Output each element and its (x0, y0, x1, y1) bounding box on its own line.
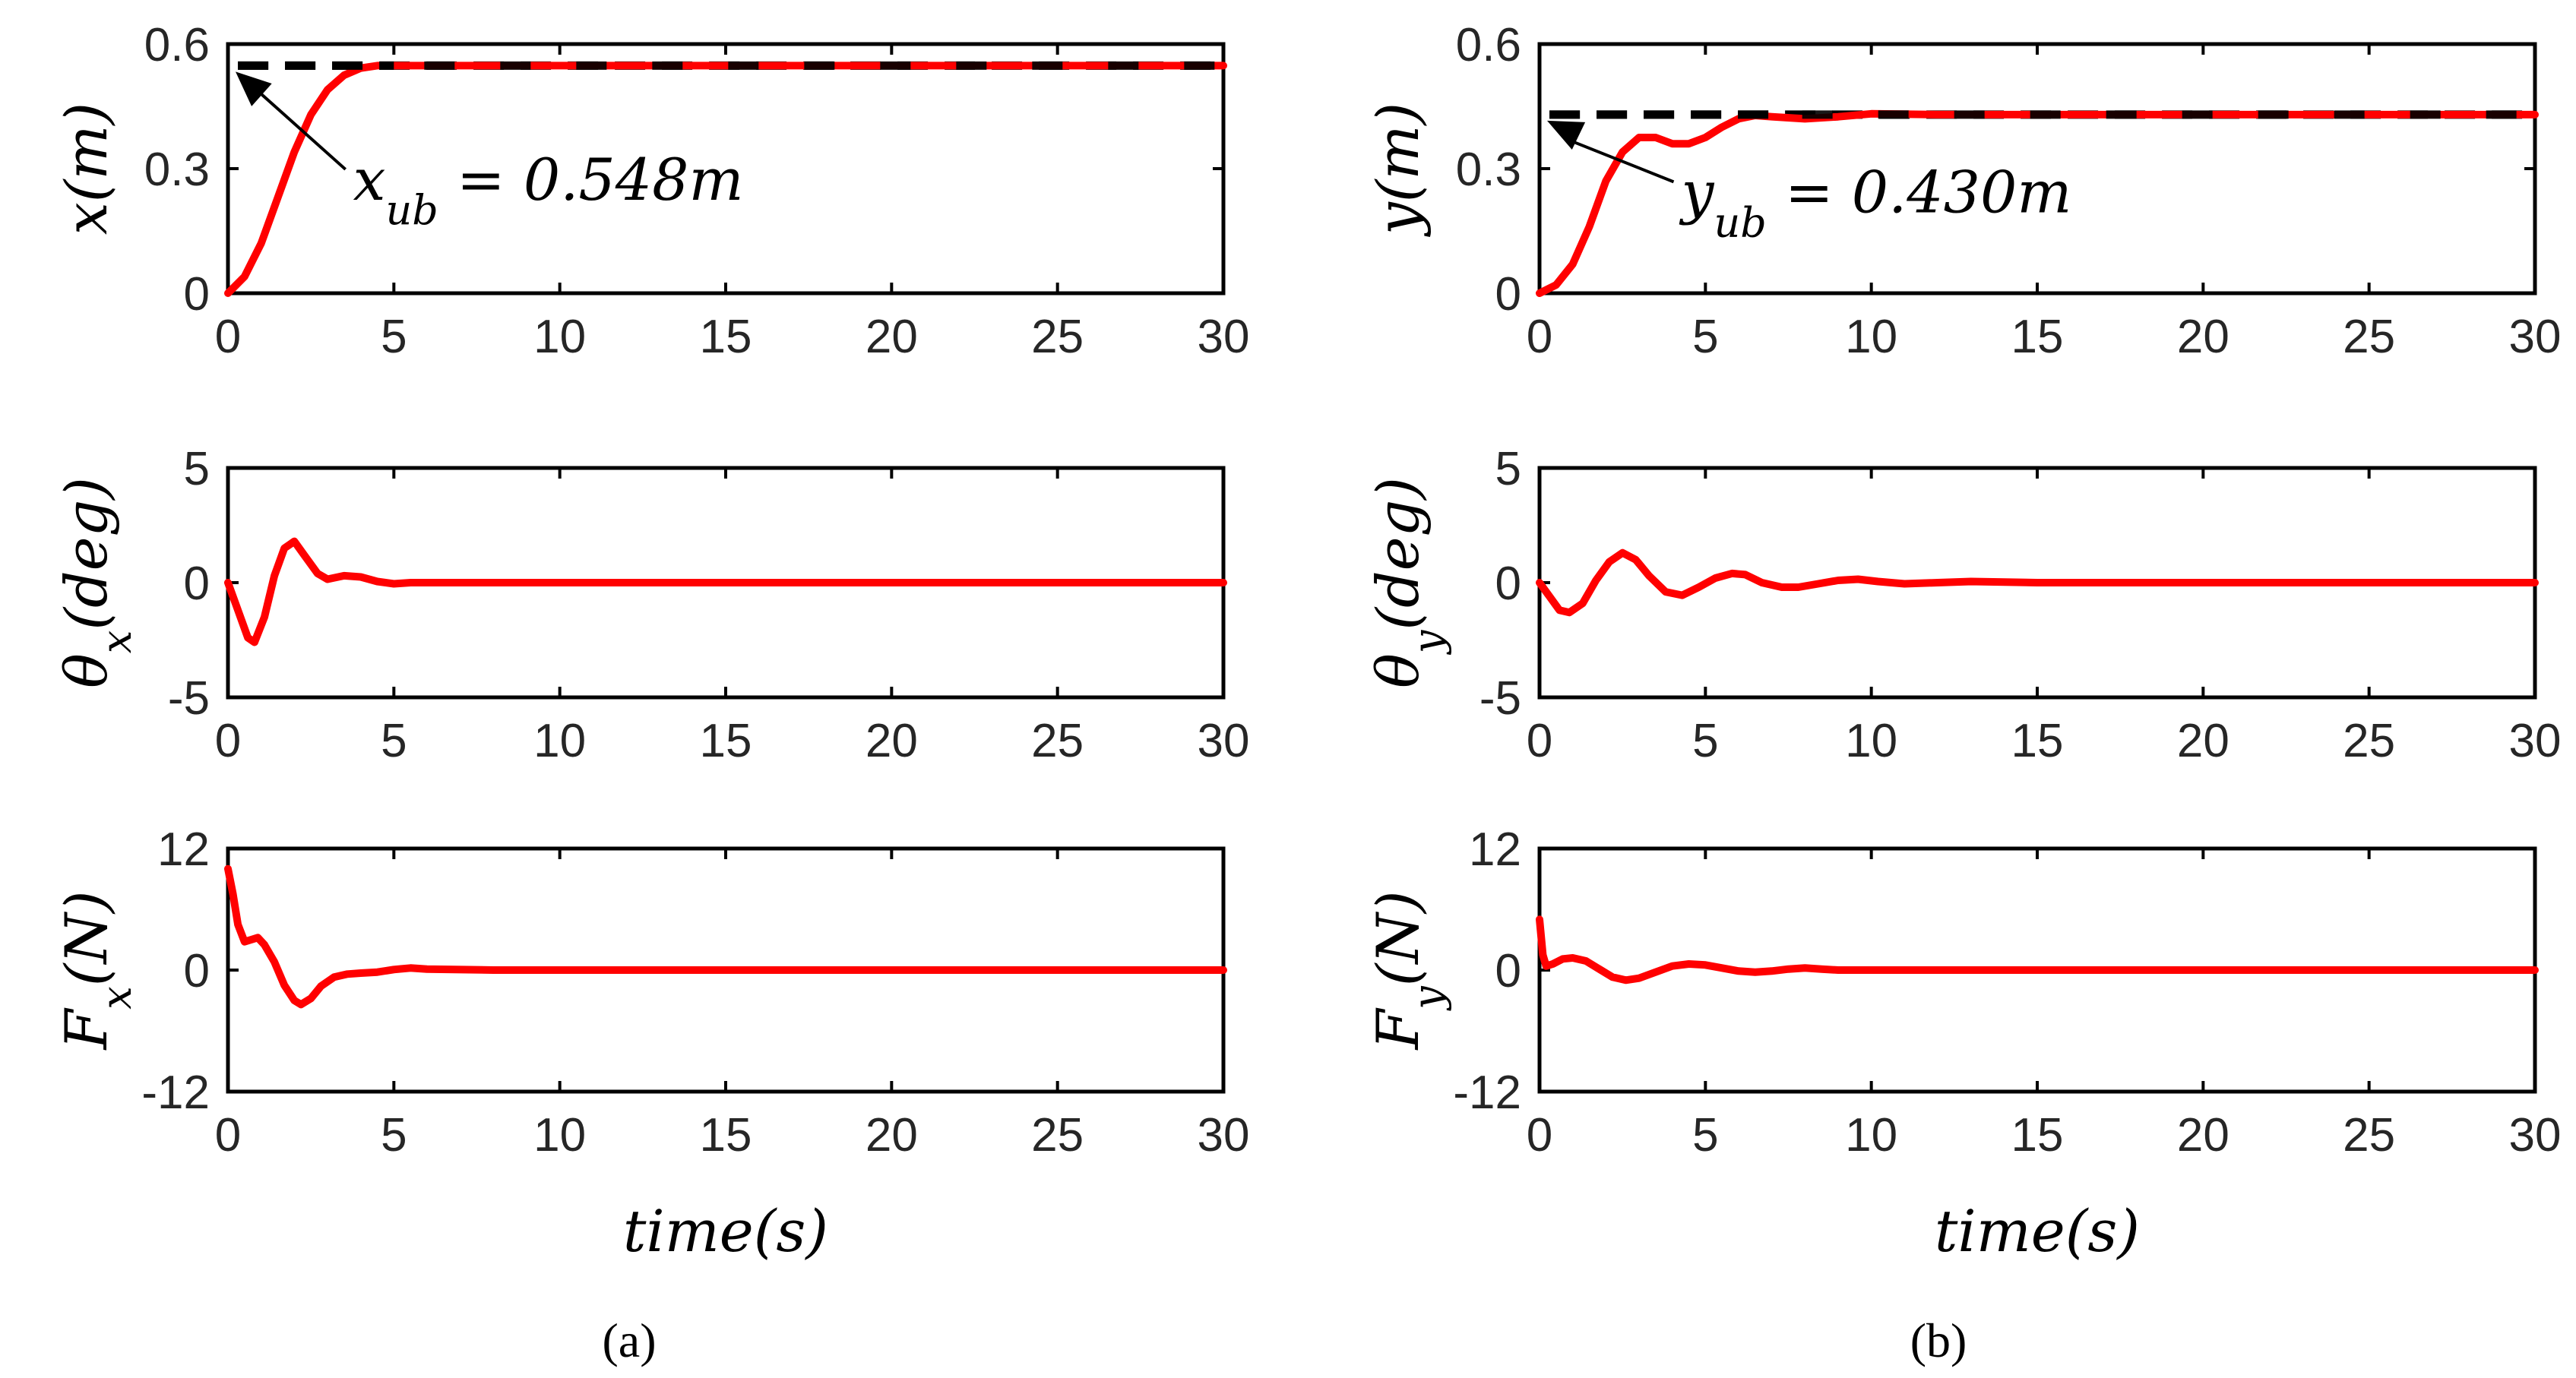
response-line (224, 864, 1227, 1009)
annotation-arrow-shaft (257, 90, 347, 171)
annotation-label: yub = 0.430m (1679, 158, 2072, 246)
x-axis-label: time(s) (623, 1197, 828, 1265)
x-tick-label: 30 (2509, 311, 2562, 363)
x-tick-label: 10 (1845, 1109, 1897, 1162)
y-tick-label: -12 (1453, 1067, 1521, 1119)
x-tick-label: 30 (1198, 715, 1250, 767)
annotation-arrow-head (236, 71, 272, 106)
x-tick-label: 30 (1198, 1109, 1250, 1162)
x-tick-label: 25 (1031, 1109, 1084, 1162)
x-tick-label: 20 (866, 715, 918, 767)
x-tick-label: 0 (1527, 311, 1552, 363)
y-tick-label: 0 (184, 268, 210, 321)
x-tick-label: 5 (381, 311, 407, 363)
panel-label-a: (a) (602, 1313, 656, 1367)
x-tick-label: 25 (1031, 715, 1084, 767)
response-line (224, 537, 1227, 646)
y-axis-label: y(m) (1364, 103, 1432, 237)
y-tick-label: -5 (168, 672, 210, 725)
x-tick-label: 10 (533, 311, 586, 363)
y-tick-label: 0.3 (144, 144, 210, 196)
annotation-arrow-shaft (1569, 139, 1675, 184)
x-tick-label: 5 (1692, 1109, 1718, 1162)
x-tick-label: 20 (2177, 715, 2229, 767)
y-axis-label: θx(deg) (52, 477, 141, 688)
x-tick-label: 10 (1845, 715, 1897, 767)
y-axis-label: θy(deg) (1364, 477, 1452, 688)
x-tick-label: 0 (1527, 715, 1552, 767)
x-tick-label: 0 (215, 715, 241, 767)
y-axis-label: Fy(N) (1364, 890, 1452, 1051)
x-tick-label: 20 (2177, 311, 2229, 363)
x-tick-label: 15 (700, 715, 752, 767)
x-tick-label: 15 (700, 1109, 752, 1162)
x-tick-label: 25 (1031, 311, 1084, 363)
x-tick-label: 15 (700, 311, 752, 363)
x-tick-label: 5 (1692, 311, 1718, 363)
y-tick-label: 0.6 (144, 19, 210, 71)
y-tick-label: 12 (157, 823, 210, 876)
x-tick-label: 25 (2343, 311, 2395, 363)
y-tick-label: 0 (1495, 945, 1521, 997)
y-tick-label: 5 (184, 443, 210, 495)
chart-a-0: 0 5 10 15 20 25 30 0 0.3 0.6 x(m) xub = 0.548m (52, 19, 1249, 363)
x-tick-label: 5 (381, 1109, 407, 1162)
y-tick-label: 0 (1495, 268, 1521, 321)
y-tick-label: 0 (1495, 558, 1521, 610)
annotation-label: xub = 0.548m (353, 146, 744, 234)
y-tick-label: -5 (1479, 672, 1521, 725)
x-tick-label: 5 (381, 715, 407, 767)
x-tick-label: 20 (866, 311, 918, 363)
response-line (1536, 915, 2539, 985)
y-tick-label: -12 (141, 1067, 210, 1119)
x-tick-label: 15 (2011, 1109, 2064, 1162)
x-tick-label: 20 (866, 1109, 918, 1162)
x-tick-label: 10 (533, 715, 586, 767)
x-tick-label: 0 (215, 311, 241, 363)
panel-label-b: (b) (1910, 1313, 1967, 1367)
x-tick-label: 15 (2011, 715, 2064, 767)
x-tick-label: 15 (2011, 311, 2064, 363)
x-tick-label: 25 (2343, 1109, 2395, 1162)
x-tick-label: 30 (1198, 311, 1250, 363)
x-tick-label: 0 (1527, 1109, 1552, 1162)
annotation-arrow-head (1547, 120, 1586, 150)
x-axis-label: time(s) (1935, 1197, 2140, 1265)
x-tick-label: 10 (533, 1109, 586, 1162)
x-tick-label: 30 (2509, 715, 2562, 767)
x-tick-label: 25 (2343, 715, 2395, 767)
y-tick-label: 12 (1469, 823, 1521, 876)
y-tick-label: 0.3 (1456, 144, 1521, 196)
y-tick-label: 0 (184, 945, 210, 997)
y-axis-label: x(m) (52, 103, 120, 235)
x-tick-label: 0 (215, 1109, 241, 1162)
x-tick-label: 20 (2177, 1109, 2229, 1162)
x-tick-label: 10 (1845, 311, 1897, 363)
x-tick-label: 5 (1692, 715, 1718, 767)
y-axis-label: Fx(N) (52, 890, 141, 1051)
x-tick-label: 30 (2509, 1109, 2562, 1162)
y-tick-label: 0 (184, 558, 210, 610)
y-tick-label: 0.6 (1456, 19, 1521, 71)
chart-b-0: 0 5 10 15 20 25 30 0 0.3 0.6 y(m) yub = 0.430m (1364, 19, 2561, 363)
y-tick-label: 5 (1495, 443, 1521, 495)
response-line (1536, 548, 2539, 617)
